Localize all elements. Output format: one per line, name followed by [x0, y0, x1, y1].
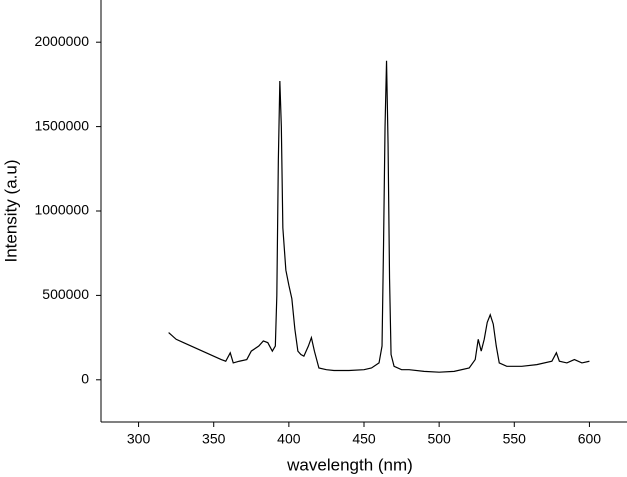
- y-tick-label: 0: [81, 371, 89, 387]
- x-tick-label: 600: [578, 431, 602, 447]
- x-axis-title: wavelength (nm): [286, 455, 413, 474]
- spectrum-line: [168, 60, 590, 373]
- x-tick-label: 450: [352, 431, 376, 447]
- x-tick-label: 350: [202, 431, 226, 447]
- y-tick-label: 2000000: [34, 33, 89, 49]
- y-tick-label: 1000000: [34, 202, 89, 218]
- y-tick-label: 1500000: [34, 117, 89, 133]
- x-tick-label: 500: [427, 431, 451, 447]
- y-axis-title: Intensity (a.u): [1, 160, 20, 263]
- x-tick-label: 300: [127, 431, 151, 447]
- x-tick-label: 550: [503, 431, 527, 447]
- x-tick-label: 400: [277, 431, 301, 447]
- y-tick-label: 500000: [42, 286, 89, 302]
